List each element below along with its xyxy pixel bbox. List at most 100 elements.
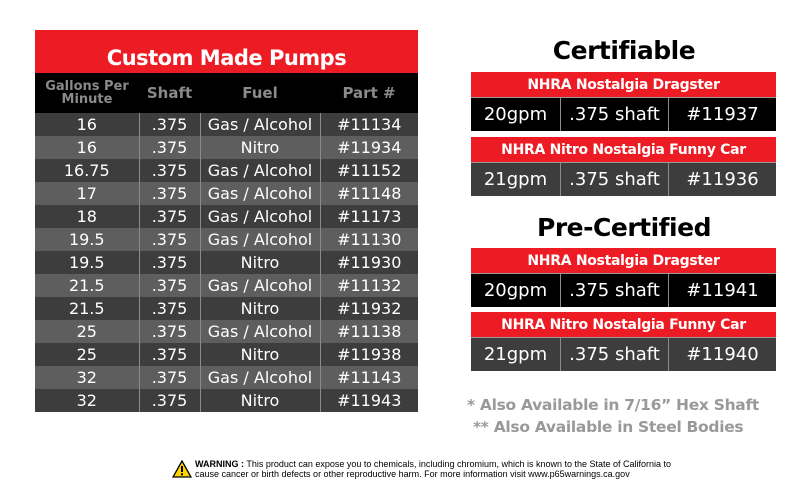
gpm-cell: 20gpm xyxy=(483,104,548,125)
shaft-cell: .375 xyxy=(138,251,200,274)
part-cell: #11130 xyxy=(319,228,418,251)
gpm-cell: 20gpm xyxy=(483,280,548,301)
fuel-cell: Gas / Alcohol xyxy=(199,182,320,205)
part-cell: #11938 xyxy=(319,343,418,366)
fuel-cell: Gas / Alcohol xyxy=(199,366,320,389)
gpm-cell: 25 xyxy=(35,343,139,366)
gpm-cell: 19.5 xyxy=(35,228,139,251)
gpm-cell: 21gpm xyxy=(483,169,548,190)
table-row: 17.375 Gas / Alcohol #11148 xyxy=(35,182,418,205)
fuel-cell: Nitro xyxy=(199,251,320,274)
gpm-cell: 16.75 xyxy=(35,159,139,182)
shaft-cell: .375 xyxy=(138,228,200,251)
gpm-cell: 21gpm xyxy=(483,344,548,365)
shaft-cell: .375 xyxy=(138,159,200,182)
header-shaft: Shaft xyxy=(139,73,200,113)
part-cell: #11936 xyxy=(668,163,776,196)
shaft-cell: .375 xyxy=(138,343,200,366)
precertified-title: Pre-Certified xyxy=(537,213,711,242)
custom-pumps-title: Custom Made Pumps xyxy=(35,30,418,73)
fuel-cell: Gas / Alcohol xyxy=(199,320,320,343)
table-row: 18.375 Gas / Alcohol #11173 xyxy=(35,205,418,228)
shaft-cell: .375 xyxy=(138,205,200,228)
part-cell: #11143 xyxy=(319,366,418,389)
shaft-cell: .375 xyxy=(138,320,200,343)
table-row: 32.375 Nitro #11943 xyxy=(35,389,418,412)
block-title: NHRA Nostalgia Dragster xyxy=(471,72,776,97)
block-title: NHRA Nitro Nostalgia Funny Car xyxy=(471,312,776,337)
custom-pumps-table: Custom Made Pumps Gallons Per Minute Sha… xyxy=(35,30,418,412)
warning-line2: cause cancer or birth defects or other r… xyxy=(195,469,630,479)
fuel-cell: Nitro xyxy=(199,136,320,159)
shaft-cell: .375 shaft xyxy=(560,338,668,371)
header-fuel: Fuel xyxy=(200,73,320,113)
part-cell: #11132 xyxy=(319,274,418,297)
part-cell: #11173 xyxy=(319,205,418,228)
table-row: 19.5.375 Gas / Alcohol #11130 xyxy=(35,228,418,251)
prop65-warning: WARNING : This product can expose you to… xyxy=(172,459,671,479)
table-header-row: Gallons Per Minute Shaft Fuel Part # xyxy=(35,73,418,113)
gpm-cell: 21.5 xyxy=(35,274,139,297)
part-cell: #11134 xyxy=(319,113,418,136)
part-cell: #11937 xyxy=(668,98,776,131)
shaft-cell: .375 xyxy=(138,297,200,320)
certifiable-title: Certifiable xyxy=(552,36,696,65)
part-cell: #11932 xyxy=(319,297,418,320)
part-cell: #11138 xyxy=(319,320,418,343)
gpm-cell: 32 xyxy=(35,389,139,412)
note-hex-shaft: * Also Available in 7/16” Hex Shaft xyxy=(467,396,760,414)
warning-line1: This product can expose you to chemicals… xyxy=(244,459,672,469)
block-title: NHRA Nostalgia Dragster xyxy=(471,248,776,273)
block-title: NHRA Nitro Nostalgia Funny Car xyxy=(471,137,776,162)
gpm-cell: 18 xyxy=(35,205,139,228)
note-steel-bodies: ** Also Available in Steel Bodies xyxy=(473,418,744,436)
fuel-cell: Gas / Alcohol xyxy=(199,113,320,136)
shaft-cell: .375 xyxy=(138,182,200,205)
fuel-cell: Nitro xyxy=(199,297,320,320)
part-cell: #11930 xyxy=(319,251,418,274)
shaft-cell: .375 xyxy=(138,366,200,389)
table-row: 21.5.375 Nitro #11932 xyxy=(35,297,418,320)
warning-label: WARNING : xyxy=(195,459,244,469)
gpm-cell: 21.5 xyxy=(35,297,139,320)
gpm-cell: 17 xyxy=(35,182,139,205)
part-cell: #11152 xyxy=(319,159,418,182)
gpm-cell: 19.5 xyxy=(35,251,139,274)
table-row: 16.75.375 Gas / Alcohol #11152 xyxy=(35,159,418,182)
certifiable-funny-car: NHRA Nitro Nostalgia Funny Car 21gpm .375… xyxy=(471,137,776,196)
fuel-cell: Gas / Alcohol xyxy=(199,228,320,251)
fuel-cell: Gas / Alcohol xyxy=(199,159,320,182)
table-row: 32.375 Gas / Alcohol #11143 xyxy=(35,366,418,389)
table-row: 25.375 Nitro #11938 xyxy=(35,343,418,366)
fuel-cell: Gas / Alcohol xyxy=(199,274,320,297)
table-row: 16.375 Gas / Alcohol #11134 xyxy=(35,113,418,136)
certifiable-dragster: NHRA Nostalgia Dragster 20gpm .375 shaft #… xyxy=(471,72,776,131)
shaft-cell: .375 xyxy=(138,136,200,159)
fuel-cell: Nitro xyxy=(199,389,320,412)
part-cell: #11934 xyxy=(319,136,418,159)
header-gpm: Gallons Per Minute xyxy=(35,73,139,113)
shaft-cell: .375 shaft xyxy=(560,163,668,196)
fuel-cell: Nitro xyxy=(199,343,320,366)
header-part: Part # xyxy=(320,73,418,113)
shaft-cell: .375 xyxy=(138,113,200,136)
part-cell: #11940 xyxy=(668,338,776,371)
gpm-cell: 16 xyxy=(35,113,139,136)
shaft-cell: .375 shaft xyxy=(560,274,668,307)
part-cell: #11148 xyxy=(319,182,418,205)
table-row: 16.375 Nitro #11934 xyxy=(35,136,418,159)
shaft-cell: .375 xyxy=(138,389,200,412)
shaft-cell: .375 shaft xyxy=(560,98,668,131)
shaft-cell: .375 xyxy=(138,274,200,297)
warning-triangle-icon xyxy=(172,460,192,478)
precertified-funny-car: NHRA Nitro Nostalgia Funny Car 21gpm .375… xyxy=(471,312,776,371)
part-cell: #11941 xyxy=(668,274,776,307)
table-row: 21.5.375 Gas / Alcohol #11132 xyxy=(35,274,418,297)
gpm-cell: 16 xyxy=(35,136,139,159)
gpm-cell: 32 xyxy=(35,366,139,389)
fuel-cell: Gas / Alcohol xyxy=(199,205,320,228)
gpm-cell: 25 xyxy=(35,320,139,343)
precertified-dragster: NHRA Nostalgia Dragster 20gpm .375 shaft #… xyxy=(471,248,776,307)
part-cell: #11943 xyxy=(319,389,418,412)
